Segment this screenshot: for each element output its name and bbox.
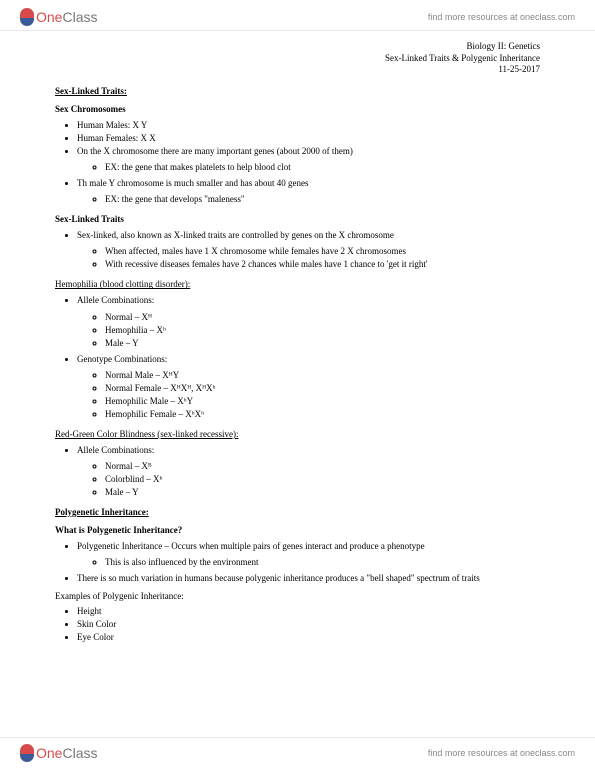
list-item: Normal – Xᴴ bbox=[105, 311, 540, 324]
list-item: Male – Y bbox=[105, 486, 540, 499]
list-item: EX: the gene that develops "maleness" bbox=[105, 193, 540, 206]
list-item: On the X chromosome there are many impor… bbox=[77, 145, 540, 174]
list-item: Hemophilic Female – XʰXʰ bbox=[105, 408, 540, 421]
list-item: Male – Y bbox=[105, 337, 540, 350]
list-item: Skin Color bbox=[77, 618, 540, 631]
list-item: Th male Y chromosome is much smaller and… bbox=[77, 177, 540, 206]
list-item: Colorblind – Xᵇ bbox=[105, 473, 540, 486]
list-item: EX: the gene that makes platelets to hel… bbox=[105, 161, 540, 174]
list-item: There is so much variation in humans bec… bbox=[77, 572, 540, 585]
logo-part1: One bbox=[36, 745, 62, 761]
list-item-text: Allele Combinations: bbox=[77, 445, 154, 455]
list-sex-chromosomes: Human Males: X Y Human Females: X X On t… bbox=[55, 119, 540, 206]
heading-poly-examples: Examples of Polygenic Inheritance: bbox=[55, 591, 540, 601]
list-poly-examples: Height Skin Color Eye Color bbox=[55, 605, 540, 644]
list-poly: Polygenetic Inheritance – Occurs when mu… bbox=[55, 540, 540, 585]
heading-what-is-poly: What is Polygenetic Inheritance? bbox=[55, 525, 540, 535]
brand-logo[interactable]: OneClass bbox=[20, 8, 97, 26]
logo-text: OneClass bbox=[36, 9, 97, 25]
meta-topic: Sex-Linked Traits & Polygenic Inheritanc… bbox=[55, 53, 540, 65]
find-resources-link-footer[interactable]: find more resources at oneclass.com bbox=[428, 748, 575, 758]
list-item: Hemophilia – Xʰ bbox=[105, 324, 540, 337]
logo-icon bbox=[20, 8, 34, 26]
heading-red-green: Red-Green Color Blindness (sex-linked re… bbox=[55, 429, 540, 439]
list-item: Normal Male – XᴴY bbox=[105, 369, 540, 382]
list-item: Human Females: X X bbox=[77, 132, 540, 145]
list-item: Sex-linked, also known as X-linked trait… bbox=[77, 229, 540, 271]
list-item-text: Genotype Combinations: bbox=[77, 354, 167, 364]
list-item: Genotype Combinations: Normal Male – XᴴY… bbox=[77, 353, 540, 421]
list-item: Allele Combinations: Normal – Xᴮ Colorbl… bbox=[77, 444, 540, 499]
list-item-text: Sex-linked, also known as X-linked trait… bbox=[77, 230, 394, 240]
list-item: Normal Female – XᴴXᴴ, XᴴXʰ bbox=[105, 382, 540, 395]
list-item-text: Th male Y chromosome is much smaller and… bbox=[77, 178, 309, 188]
list-item: Hemophilic Male – XʰY bbox=[105, 395, 540, 408]
meta-date: 11-25-2017 bbox=[55, 64, 540, 76]
page-header: OneClass find more resources at oneclass… bbox=[0, 0, 595, 31]
list-item-text: Polygenetic Inheritance – Occurs when mu… bbox=[77, 541, 425, 551]
logo-icon bbox=[20, 744, 34, 762]
list-item: When affected, males have 1 X chromosome… bbox=[105, 245, 540, 258]
find-resources-link[interactable]: find more resources at oneclass.com bbox=[428, 12, 575, 22]
list-item-text: On the X chromosome there are many impor… bbox=[77, 146, 353, 156]
list-rg: Allele Combinations: Normal – Xᴮ Colorbl… bbox=[55, 444, 540, 499]
meta-course: Biology II: Genetics bbox=[55, 41, 540, 53]
brand-logo-footer[interactable]: OneClass bbox=[20, 744, 97, 762]
logo-part2: Class bbox=[62, 9, 97, 25]
list-item: Polygenetic Inheritance – Occurs when mu… bbox=[77, 540, 540, 569]
heading-sex-linked-traits-2: Sex-Linked Traits bbox=[55, 214, 540, 224]
logo-part1: One bbox=[36, 9, 62, 25]
list-item: Allele Combinations: Normal – Xᴴ Hemophi… bbox=[77, 294, 540, 349]
list-item-text: Allele Combinations: bbox=[77, 295, 154, 305]
logo-part2: Class bbox=[62, 745, 97, 761]
heading-polygenetic: Polygenetic Inheritance: bbox=[55, 507, 540, 517]
heading-hemophilia: Hemophilia (blood clotting disorder): bbox=[55, 279, 540, 289]
list-item: Height bbox=[77, 605, 540, 618]
list-item: Normal – Xᴮ bbox=[105, 460, 540, 473]
list-item: This is also influenced by the environme… bbox=[105, 556, 540, 569]
page-footer: OneClass find more resources at oneclass… bbox=[0, 737, 595, 770]
document-meta: Biology II: Genetics Sex-Linked Traits &… bbox=[55, 41, 540, 76]
list-hemo: Allele Combinations: Normal – Xᴴ Hemophi… bbox=[55, 294, 540, 420]
document-content: Biology II: Genetics Sex-Linked Traits &… bbox=[0, 31, 595, 657]
list-slt: Sex-linked, also known as X-linked trait… bbox=[55, 229, 540, 271]
heading-sex-linked-traits: Sex-Linked Traits: bbox=[55, 86, 540, 96]
list-item: Human Males: X Y bbox=[77, 119, 540, 132]
logo-text: OneClass bbox=[36, 745, 97, 761]
list-item: Eye Color bbox=[77, 631, 540, 644]
heading-sex-chromosomes: Sex Chromosomes bbox=[55, 104, 540, 114]
list-item: With recessive diseases females have 2 c… bbox=[105, 258, 540, 271]
